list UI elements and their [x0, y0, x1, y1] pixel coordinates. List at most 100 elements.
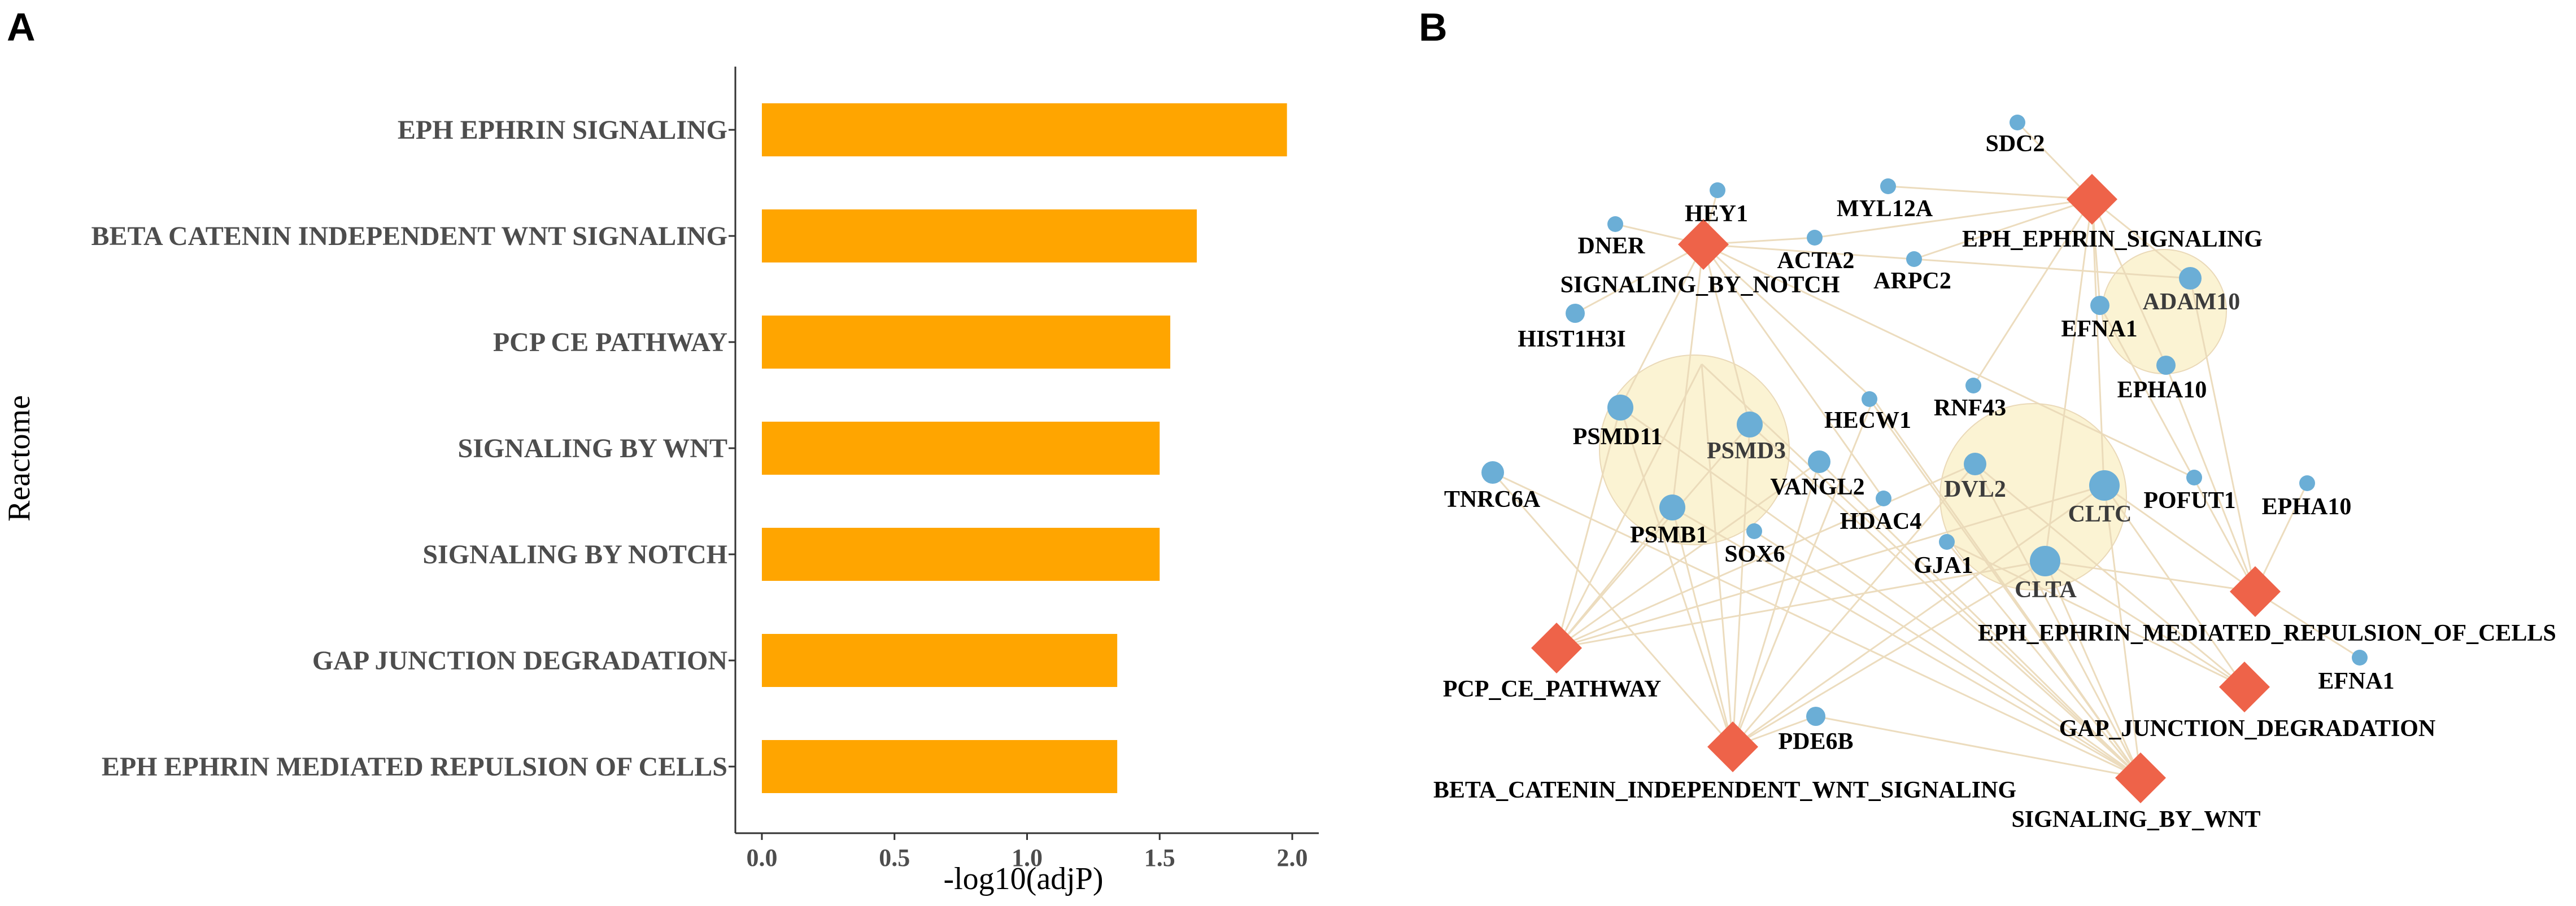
- edge: [1620, 406, 2141, 779]
- edge: [1556, 461, 1820, 649]
- edge-layer: [1492, 121, 2360, 779]
- gene-node-acta2: [1807, 230, 1823, 246]
- gene-node-dner: [1607, 216, 1623, 232]
- gene-label-hey1: HEY1: [1685, 201, 1748, 227]
- bar-chart: Reactome -log10(adjP) EPH EPHRIN SIGNALI…: [2, 67, 1319, 896]
- edge: [1732, 463, 1976, 747]
- pathway-node-beta-catenin: [1707, 721, 1758, 772]
- edge: [1749, 423, 2142, 779]
- node-label-layer: EPH_EPHRIN_SIGNALING SIGNALING_BY_NOTCH …: [1433, 131, 2556, 833]
- pathway-node-eph-ephrin-signaling: [2067, 174, 2117, 225]
- bar: [761, 316, 1171, 369]
- edge: [1703, 243, 2195, 479]
- pathway-node-signaling-by-wnt: [2115, 752, 2166, 803]
- edge: [2165, 365, 2256, 592]
- gene-label-clta: CLTA: [2015, 577, 2077, 603]
- gene-node-hecw1: [1862, 391, 1877, 407]
- gene-label-pofut1: POFUT1: [2143, 488, 2235, 514]
- edge: [1672, 506, 2141, 779]
- edge: [2189, 278, 2256, 592]
- edge: [1814, 198, 2093, 239]
- gene-label-sox6: SOX6: [1724, 541, 1785, 567]
- y-tick-label: GAP JUNCTION DEGRADATION: [312, 646, 728, 676]
- pathway-label-eph-ephrin-mediated: EPH_EPHRIN_MEDIATED_REPULSION_OF_CELLS: [1978, 620, 2556, 646]
- panel-label-a: A: [7, 5, 36, 49]
- edge: [2103, 485, 2246, 688]
- bar: [761, 422, 1160, 475]
- edge: [1946, 541, 2142, 778]
- edge: [2044, 561, 2142, 778]
- x-tick-label: 2.0: [1277, 844, 1308, 872]
- edge: [2099, 305, 2256, 592]
- y-axis-title: Reactome: [2, 395, 37, 522]
- edge: [1703, 243, 2191, 279]
- gene-node-efna1-b: [2352, 650, 2368, 666]
- edge: [1868, 399, 2142, 778]
- pathway-label-eph-ephrin-signaling: EPH_EPHRIN_SIGNALING: [1962, 226, 2263, 252]
- edge: [1975, 463, 2245, 688]
- pathway-label-signaling-by-notch: SIGNALING_BY_NOTCH: [1561, 272, 1840, 298]
- y-tick-label: EPH EPHRIN SIGNALING: [398, 115, 727, 145]
- gene-label-adam10: ADAM10: [2143, 289, 2241, 315]
- gene-label-epha10-a: EPHA10: [2117, 377, 2207, 403]
- gene-node-clta: [2030, 546, 2060, 576]
- panel-label-b: B: [1419, 5, 1448, 49]
- x-axis-title: -log10(adjP): [943, 861, 1103, 896]
- edge: [1732, 484, 2105, 748]
- network-graph: EPH_EPHRIN_SIGNALING SIGNALING_BY_NOTCH …: [1433, 115, 2556, 833]
- edge: [1815, 715, 2141, 779]
- gene-node-cltc: [2089, 470, 2120, 501]
- gene-node-pde6b: [1806, 707, 1825, 726]
- x-tick-label: 1.0: [1012, 844, 1043, 872]
- gene-label-sdc2: SDC2: [1985, 131, 2045, 157]
- pathway-label-signaling-by-wnt: SIGNALING_BY_WNT: [2011, 807, 2260, 833]
- gene-label-myl12a: MYL12A: [1837, 196, 1933, 222]
- gene-node-gja1: [1939, 534, 1955, 550]
- pathway-node-layer: [1531, 174, 2281, 803]
- gene-label-dvl2: DVL2: [1944, 476, 2006, 502]
- bar: [761, 209, 1197, 262]
- gene-label-dner: DNER: [1577, 233, 1645, 259]
- gene-label-hist1h3i: HIST1H3I: [1518, 326, 1625, 352]
- pathway-label-gap-junction: GAP_JUNCTION_DEGRADATION: [2059, 716, 2436, 742]
- edge: [1732, 560, 2046, 748]
- x-tick-label: 1.5: [1144, 844, 1175, 872]
- edge: [1575, 243, 1704, 314]
- edge: [1972, 199, 2093, 386]
- edge: [2091, 198, 2191, 279]
- edge: [1619, 407, 1734, 747]
- x-tick-label: 0.0: [746, 844, 777, 872]
- gene-label-arpc2: ARPC2: [1873, 268, 1951, 294]
- edge: [2091, 199, 2167, 366]
- edge: [1492, 471, 2141, 779]
- edge: [1555, 507, 1673, 649]
- gene-label-tnrc6a: TNRC6A: [1444, 487, 1541, 513]
- gene-node-tnrc6a: [1481, 461, 1504, 484]
- gene-node-rnf43: [1965, 378, 1981, 393]
- gene-node-layer: [1481, 115, 2368, 726]
- edge: [1671, 244, 1705, 508]
- gene-node-myl12a: [1880, 178, 1896, 194]
- gene-node-arpc2: [1906, 251, 1922, 267]
- gene-node-vangl2: [1808, 450, 1830, 473]
- edge: [1946, 541, 2245, 688]
- gene-node-psmd11: [1607, 395, 1633, 421]
- y-tick-label: SIGNALING BY NOTCH: [422, 540, 727, 570]
- edge: [1556, 484, 2105, 649]
- gene-node-hdac4: [1876, 491, 1891, 506]
- edge: [1701, 363, 2142, 779]
- edge: [1888, 185, 2093, 200]
- edge: [2254, 483, 2308, 592]
- gene-node-sox6: [1746, 523, 1762, 539]
- gene-label-gja1: GJA1: [1914, 553, 1973, 579]
- edge: [1555, 407, 1622, 649]
- gene-label-acta2: ACTA2: [1777, 248, 1855, 274]
- y-tick-label: BETA CATENIN INDEPENDENT WNT SIGNALING: [91, 221, 728, 251]
- edge: [1732, 399, 1875, 747]
- gene-label-hecw1: HECW1: [1824, 408, 1911, 434]
- gene-label-epha10-b: EPHA10: [2262, 494, 2352, 520]
- pathway-node-pcp-ce-pathway: [1531, 623, 1582, 673]
- edge: [2104, 484, 2256, 593]
- y-tick-label: PCP CE PATHWAY: [493, 327, 727, 357]
